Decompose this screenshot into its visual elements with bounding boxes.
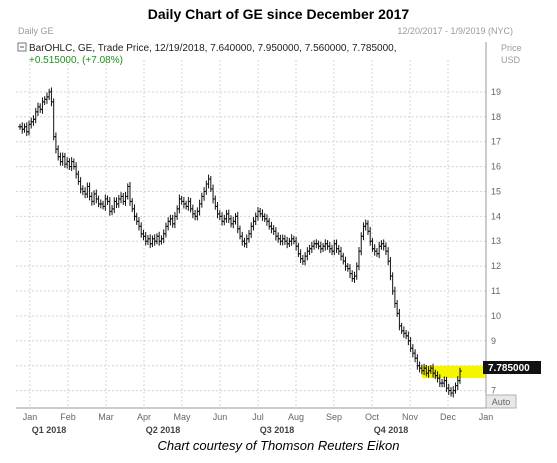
y-tick-label: 12 [491,261,501,271]
y-tick-label: 14 [491,211,501,221]
y-tick-label: 9 [491,336,496,346]
y-tick-label: 10 [491,311,501,321]
y-tick-label: 17 [491,137,501,147]
auto-button-label: Auto [492,397,511,407]
x-tick-label: Jan [479,412,494,422]
x-tick-label: Nov [402,412,419,422]
x-tick-label: Mar [98,412,114,422]
x-tick-label: Dec [440,412,457,422]
x-tick-label: Jun [213,412,228,422]
highlight-band [421,365,486,379]
y-tick-label: 15 [491,186,501,196]
price-bars [18,87,462,398]
quarter-label: Q3 2018 [260,425,295,435]
y-tick-label: 19 [491,87,501,97]
y-tick-label: 18 [491,112,501,122]
currency-axis-title: USD [501,55,521,65]
x-tick-label: Oct [365,412,380,422]
chart-header-label: Daily GE [18,26,54,36]
support-highlight [421,365,486,379]
ohlc-bar [458,367,462,384]
price-tag: 7.785000 [488,363,530,374]
quarter-label: Q2 2018 [146,425,181,435]
series-info-line: BarOHLC, GE, Trade Price, 12/19/2018, 7.… [29,43,397,54]
chart-caption: Chart courtesy of Thomson Reuters Eikon [157,438,400,453]
price-tag-box [483,361,541,374]
quarter-label: Q4 2018 [374,425,409,435]
y-tick-label: 11 [491,286,500,296]
quarter-label: Q1 2018 [32,425,67,435]
x-tick-label: Sep [326,412,342,422]
auto-button[interactable] [485,394,517,409]
x-tick-label: May [173,412,191,422]
y-tick-label: 16 [491,162,501,172]
y-tick-label: 7 [491,386,496,396]
x-tick-label: Jan [23,412,38,422]
axes: 78910111213141516171819JanFebMarAprMayJu… [16,42,501,435]
chart-title: Daily Chart of GE since December 2017 [147,6,410,22]
x-tick-label: Apr [137,412,151,422]
price-axis-title: Price [501,43,522,53]
x-tick-label: Feb [60,412,76,422]
change-line: +0.515000, (+7.08%) [29,55,123,66]
date-range-label: 12/20/2017 - 1/9/2019 (NYC) [397,26,513,36]
x-tick-label: Jul [252,412,264,422]
x-tick-label: Aug [288,412,304,422]
y-tick-label: 13 [491,236,501,246]
